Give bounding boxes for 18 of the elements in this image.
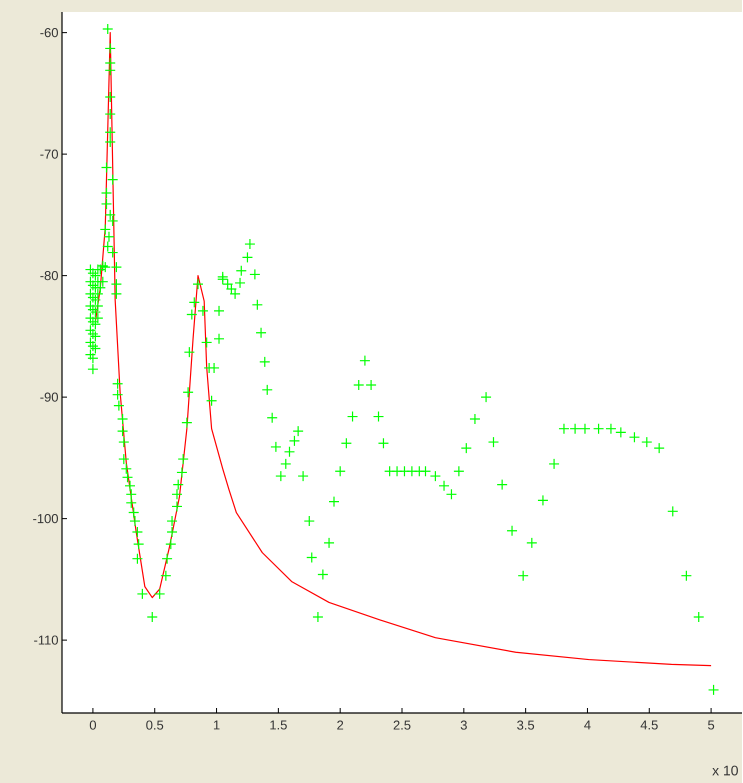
y-tick-label: -100 xyxy=(33,514,58,524)
y-tick-label: -60 xyxy=(40,28,58,38)
x-tick-label: 3.5 xyxy=(517,720,534,730)
text: x 10 xyxy=(712,766,738,776)
y-tick-label: -90 xyxy=(40,392,58,402)
x-tick-label: 1 xyxy=(214,720,220,730)
x-tick-label: 4.5 xyxy=(640,720,658,730)
x-tick-label: 4 xyxy=(584,720,591,730)
x-tick-label: 5 xyxy=(708,720,714,730)
y-tick-label: -110 xyxy=(34,636,58,645)
x-tick-label: 3 xyxy=(460,720,468,730)
x-tick-label: 0 xyxy=(90,720,96,730)
x-tick-label: 2.5 xyxy=(394,720,411,730)
y-tick-label: -70 xyxy=(40,150,58,159)
x-tick-label: 0.5 xyxy=(146,720,164,730)
x-tick-label: 2 xyxy=(337,720,344,730)
y-tick-label: -80 xyxy=(40,271,58,280)
x-tick-label: 1.5 xyxy=(270,720,288,730)
